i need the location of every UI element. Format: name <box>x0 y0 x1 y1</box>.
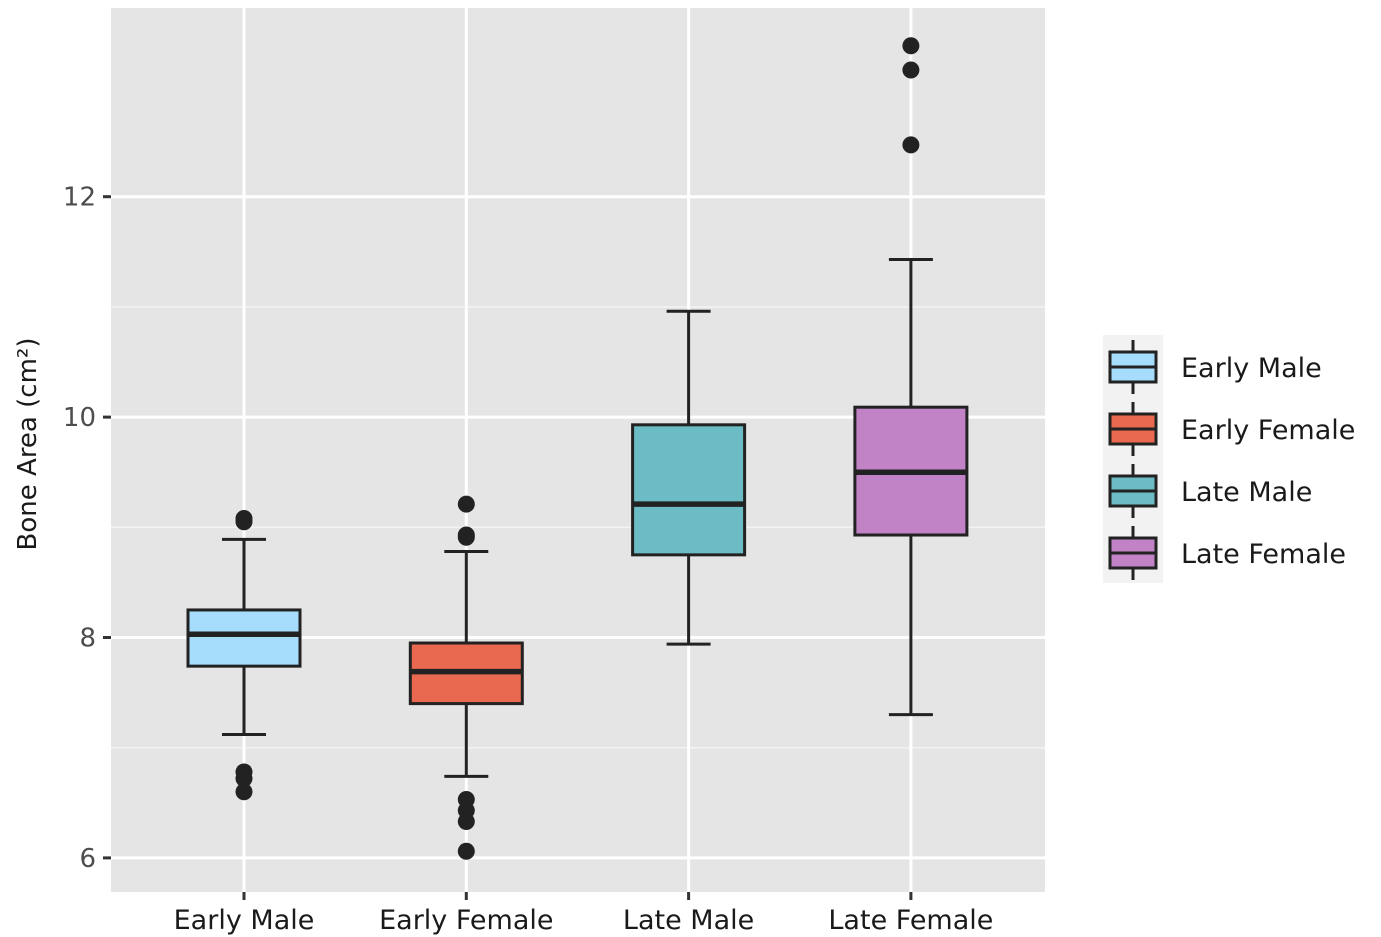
outlier-point <box>902 61 920 79</box>
outlier-point <box>235 509 253 527</box>
x-tick-label: Early Male <box>174 905 315 936</box>
legend-label: Late Male <box>1181 477 1312 508</box>
legend: Early Male Early Female Late Male Late Fema… <box>1103 335 1355 583</box>
legend-label: Early Male <box>1181 353 1322 384</box>
outlier-point <box>457 495 475 513</box>
outlier-point <box>457 842 475 860</box>
outlier-point <box>902 136 920 154</box>
x-tick-label: Early Female <box>379 905 553 936</box>
legend-label: Late Female <box>1181 539 1346 570</box>
y-tick-label: 10 <box>63 403 96 433</box>
legend-item: Early Female <box>1108 402 1355 456</box>
x-tick-label: Late Female <box>828 905 993 936</box>
outlier-point <box>235 783 253 801</box>
y-axis-title: Bone Area (cm²) <box>13 338 43 551</box>
box-late-female <box>853 37 969 717</box>
box-late-male <box>631 309 747 646</box>
outlier-point <box>235 763 253 781</box>
box-iqr <box>631 423 747 557</box>
box-early-male <box>186 509 302 801</box>
y-tick-label: 12 <box>63 183 96 213</box>
x-tick-label: Late Male <box>623 905 754 936</box>
y-tick-label: 8 <box>79 624 96 654</box>
legend-label: Early Female <box>1181 415 1355 446</box>
y-tick-label: 6 <box>79 844 96 874</box>
outlier-point <box>902 37 920 55</box>
outlier-point <box>457 528 475 546</box>
legend-item: Late Female <box>1108 526 1346 580</box>
box-iqr <box>186 608 302 668</box>
legend-item: Late Male <box>1108 464 1312 518</box>
legend-item: Early Male <box>1108 340 1322 394</box>
y-axis: 6 8 10 12 <box>63 183 111 874</box>
box-series <box>186 37 969 860</box>
outlier-point <box>457 813 475 831</box>
box-early-female <box>408 495 524 860</box>
x-axis: Early Male Early Female Late Male Late Fema… <box>174 892 993 936</box>
